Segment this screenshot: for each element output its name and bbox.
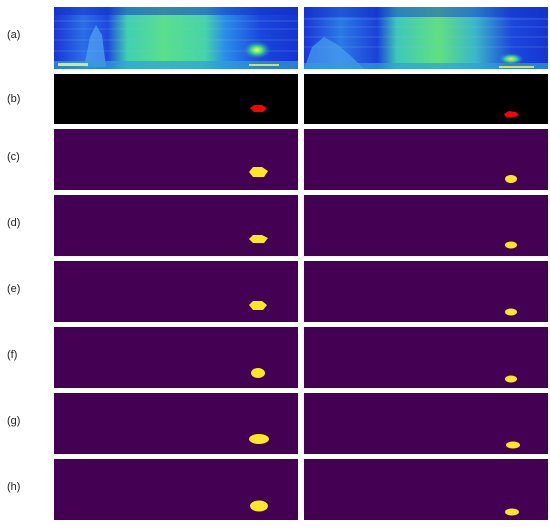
- row-g: (g): [0, 393, 550, 454]
- mask-panel-right: [304, 74, 548, 124]
- target-blob: [504, 111, 519, 117]
- row-f: (f): [0, 327, 550, 388]
- row-a: (a): [0, 7, 550, 69]
- segmentation-panel-right: [304, 261, 548, 322]
- target-blob: [249, 434, 269, 444]
- row-label-c: (c): [7, 151, 20, 163]
- row-label-g: (g): [7, 415, 21, 427]
- row-b: (b): [0, 74, 550, 135]
- heatmap-panel-right: [304, 7, 548, 69]
- row-e: (e): [0, 261, 550, 322]
- row-label-h: (h): [7, 481, 21, 493]
- target-blob: [505, 508, 519, 516]
- target-blob: [506, 441, 520, 449]
- segmentation-panel-right: [304, 459, 548, 520]
- row-c: (c): [0, 129, 550, 190]
- target-blob: [250, 500, 268, 512]
- segmentation-panel-left: [54, 195, 298, 256]
- row-label-f: (f): [7, 349, 18, 361]
- segmentation-panel-left: [54, 327, 298, 388]
- segmentation-panel-right: [304, 393, 548, 454]
- target-blob: [249, 235, 268, 243]
- target-blob: [250, 105, 267, 112]
- target-blob: [249, 301, 267, 310]
- segmentation-panel-right: [304, 129, 548, 190]
- mask-panel-left: [54, 74, 298, 124]
- row-d: (d): [0, 195, 550, 256]
- target-blob: [249, 167, 268, 177]
- target-blob: [505, 308, 517, 316]
- row-label-b: (b): [7, 93, 21, 105]
- segmentation-panel-left: [54, 261, 298, 322]
- target-blob: [505, 241, 517, 249]
- target-blob: [505, 375, 517, 383]
- row-label-e: (e): [7, 283, 21, 295]
- row-label-d: (d): [7, 217, 21, 229]
- target-blob: [251, 368, 265, 378]
- segmentation-panel-left: [54, 129, 298, 190]
- row-h: (h): [0, 459, 550, 520]
- heatmap-panel-left: [54, 7, 298, 69]
- segmentation-panel-right: [304, 327, 548, 388]
- segmentation-panel-left: [54, 393, 298, 454]
- target-blob: [505, 175, 517, 183]
- segmentation-panel-left: [54, 459, 298, 520]
- segmentation-panel-right: [304, 195, 548, 256]
- row-label-a: (a): [7, 29, 21, 41]
